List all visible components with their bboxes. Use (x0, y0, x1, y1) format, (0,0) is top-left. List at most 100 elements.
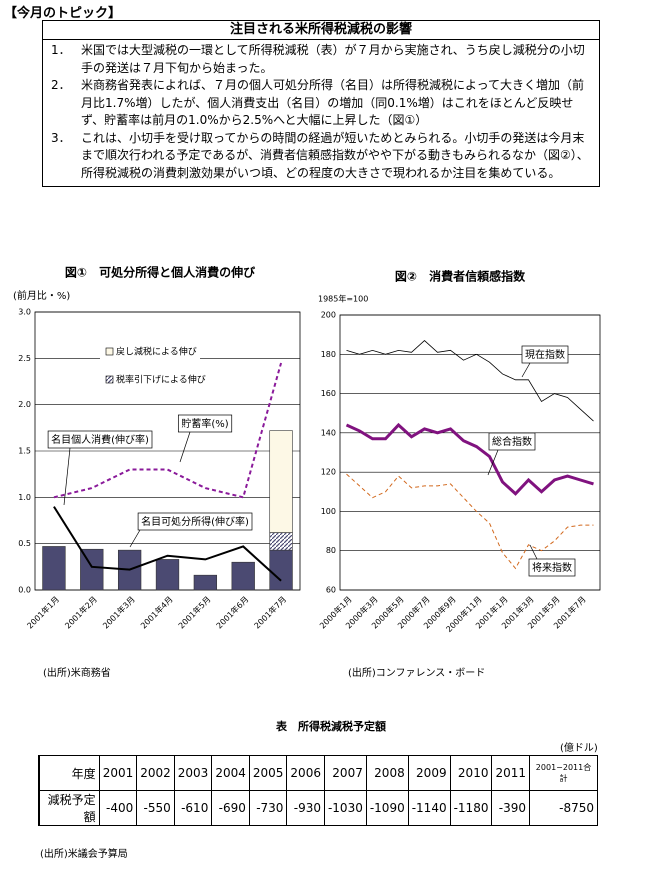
header-cell: 2006 (286, 755, 325, 791)
y-axis-label: (前月比・%) (13, 289, 70, 302)
label-box (528, 558, 576, 577)
cell: -1030 (323, 790, 367, 826)
x-tick-label: 2001年5月 (176, 594, 212, 630)
cell: -1140 (407, 790, 451, 826)
line (346, 473, 594, 570)
header-cell: 2001−2011合計 (529, 755, 598, 791)
cell: -1180 (449, 790, 493, 826)
point-text: 米商務省発表によれば、７月の個人可処分所得（名目）は所得税減税によって大きく増加… (81, 78, 585, 127)
point: 1． 米国では大型減税の一環として所得税減税（表）が７月から実施され、うち戻し減税… (51, 42, 591, 77)
header-cell: 年度 (37, 755, 100, 791)
leader-line (179, 431, 191, 463)
x-tick-label: 2001年7月 (252, 594, 288, 630)
label-box (177, 414, 233, 433)
table-unit: (億ドル) (560, 743, 598, 754)
header-cell: 2003 (173, 755, 213, 791)
table-source: (出所)米議会予算局 (40, 849, 128, 860)
cell: -550 (136, 790, 175, 826)
label-box (488, 432, 536, 451)
y-tick-label: 120 (321, 468, 336, 477)
y-tick-label: 0.0 (18, 586, 31, 595)
legend-swatch (105, 347, 114, 356)
cell: 減税予定額 (37, 790, 100, 826)
table-row: 減税予定額 -400 -550 -610 -690 -730 -930 -1030 -1090-… (37, 790, 598, 826)
header-cell: 2002 (136, 755, 175, 791)
table-header: 年度 2001 2002 2003 2004 2005 2006 2007 2008 2009 20… (37, 755, 598, 791)
legend-label: 戻し減税による伸び (116, 346, 197, 358)
header-cell: 2008 (365, 755, 409, 791)
y-tick-label: 1.5 (18, 447, 31, 456)
label-box (47, 430, 153, 449)
series-label: 貯蓄率(%) (181, 417, 228, 430)
x-tick-label: 2001年3月 (100, 594, 136, 630)
y-axis-label: 1985年=100 (318, 294, 368, 304)
bar (155, 559, 180, 591)
cell: -390 (491, 790, 531, 826)
source: (出所)米商務省 (43, 666, 111, 679)
y-tick-label: 3.0 (18, 308, 31, 317)
bar (42, 546, 66, 591)
header-cell: 2011 (491, 755, 531, 791)
x-tick-label: 2001年4月 (138, 594, 174, 630)
line (53, 362, 283, 499)
point: 2． 米商務省発表によれば、７月の個人可処分所得（名目）は所得税減税によって大きく… (51, 77, 591, 130)
x-tick-label: 2001年2月 (63, 594, 99, 630)
table-title: 表 所得税減税予定額 (276, 720, 386, 733)
leader-line (487, 449, 499, 476)
leader-line (63, 447, 71, 506)
header-cell: 2005 (248, 755, 288, 791)
label-box (521, 345, 569, 364)
chart-title: 図① 可処分所得と個人消費の伸び (65, 265, 256, 280)
leader-line (521, 362, 531, 378)
cell: -400 (98, 790, 138, 826)
y-tick-label: 180 (321, 350, 336, 359)
cell: -610 (173, 790, 213, 826)
header-cell: 2010 (449, 755, 493, 791)
plot-frame (339, 314, 601, 591)
y-tick-label: 60 (326, 586, 336, 595)
y-tick-label: 1.0 (18, 493, 31, 502)
header-cell: 2007 (323, 755, 367, 791)
series-label: 現在指数 (525, 348, 565, 361)
bar (269, 532, 293, 551)
header-cell: 2001 (98, 755, 138, 791)
cell: -930 (286, 790, 325, 826)
point: 3． これは、小切手を受け取ってからの時間の経過が短いためとみられる。小切手の発送… (51, 130, 591, 183)
cell: -730 (248, 790, 288, 826)
point-number: 1． (51, 43, 71, 57)
point-number: 2． (51, 78, 71, 92)
header: 【今月のトピック】 (4, 6, 122, 21)
y-tick-label: 100 (321, 507, 336, 516)
cell: -1090 (365, 790, 409, 826)
header-cell: 2004 (211, 755, 250, 791)
point-text: これは、小切手を受け取ってからの時間の経過が短いためとみられる。小切手の発送は今… (81, 130, 589, 180)
series-label: 名目個人消費(伸び率) (51, 433, 149, 446)
line (345, 422, 594, 496)
source: (出所)コンファレンス・ボード (348, 666, 485, 679)
y-tick-label: 0.5 (18, 539, 31, 548)
legend-swatch (105, 375, 114, 384)
series-label: 将来指数 (532, 561, 572, 574)
legend-label: 税率引下げによる伸び (116, 374, 206, 386)
leader-line (129, 529, 141, 548)
table: 年度 2001 2002 2003 2004 2005 2006 2007 2008 2009 20… (37, 755, 598, 826)
x-tick-label: 2001年6月 (214, 594, 250, 630)
legend-box (100, 340, 200, 392)
y-tick-label: 200 (321, 311, 336, 320)
leader-line (529, 544, 539, 562)
header-cell: 2009 (407, 755, 451, 791)
charts: 図① 可処分所得と個人消費の伸び (前月比・%) (出所)米商務省 0.0 0.5 1.0… (13, 265, 601, 679)
y-tick-label: 2.5 (18, 354, 31, 363)
bar (269, 549, 293, 591)
y-tick-label: 160 (321, 389, 336, 398)
bar (269, 430, 293, 533)
y-tick-label: 2.0 (18, 400, 31, 409)
y-tick-label: 140 (321, 428, 336, 437)
line (346, 339, 594, 422)
label-box (137, 512, 253, 531)
points: 1． 米国では大型減税の一環として所得税減税（表）が７月から実施され、うち戻し減税… (42, 39, 600, 187)
series-label: 総合指数 (492, 435, 532, 448)
point-number: 3． (51, 130, 71, 145)
series-label: 名目可処分所得(伸び率) (141, 515, 249, 528)
